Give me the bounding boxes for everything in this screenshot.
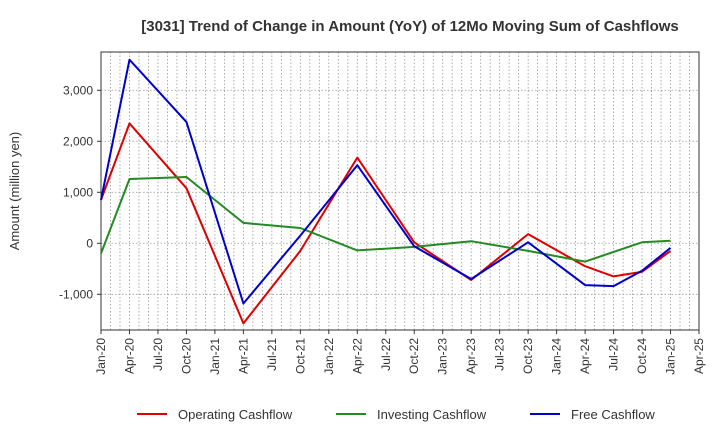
x-tick-label: Apr-22	[350, 338, 364, 374]
y-axis: -1,000 0 1,000 2,000 3,000	[59, 83, 101, 301]
x-tick-label: Jan-25	[664, 338, 678, 375]
legend-label: Investing Cashflow	[377, 407, 487, 422]
x-tick-label: Oct-21	[293, 338, 307, 374]
operating-cashflow-line	[100, 122, 672, 325]
legend-label: Free Cashflow	[571, 407, 655, 422]
legend-label: Operating Cashflow	[178, 407, 293, 422]
legend: Operating Cashflow Investing Cashflow Free…	[137, 407, 655, 422]
plot-frame	[100, 51, 700, 331]
y-tick-label: -1,000	[59, 287, 93, 301]
x-tick-label: Oct-22	[407, 338, 421, 374]
x-tick-label: Apr-21	[236, 338, 250, 374]
x-tick-label: Jan-23	[436, 338, 450, 375]
x-tick-label: Oct-24	[635, 338, 649, 374]
x-tick-label: Oct-20	[179, 338, 193, 374]
y-axis-label: Amount (million yen)	[7, 132, 22, 251]
investing-cashflow-line	[100, 176, 671, 263]
x-axis: Jan-20 Apr-20 Jul-20 Oct-20 Jan-21 Apr-21 Jul-…	[94, 330, 706, 375]
y-tick-label: 2,000	[63, 134, 93, 148]
series-group	[100, 58, 672, 325]
x-tick-label: Jul-20	[151, 338, 165, 371]
x-tick-label: Apr-24	[578, 338, 592, 374]
x-tick-label: Jan-20	[94, 338, 108, 375]
x-tick-label: Apr-20	[122, 338, 136, 374]
x-tick-label: Jul-24	[607, 338, 621, 371]
x-tick-label: Jan-22	[322, 338, 336, 375]
free-cashflow-line	[100, 58, 672, 305]
y-tick-label: 3,000	[63, 83, 93, 97]
x-tick-label: Apr-25	[692, 338, 706, 374]
x-tick-label: Jul-23	[493, 338, 507, 371]
y-tick-label: 0	[86, 236, 93, 250]
y-tick-label: 1,000	[63, 185, 93, 199]
x-tick-label: Jul-21	[265, 338, 279, 371]
x-tick-label: Oct-23	[521, 338, 535, 374]
x-tick-label: Apr-23	[464, 338, 478, 374]
x-tick-label: Jan-24	[550, 338, 564, 375]
x-tick-label: Jul-22	[379, 338, 393, 371]
x-tick-label: Jan-21	[208, 338, 222, 375]
grid	[101, 52, 699, 330]
chart-title: [3031] Trend of Change in Amount (YoY) o…	[141, 18, 679, 35]
